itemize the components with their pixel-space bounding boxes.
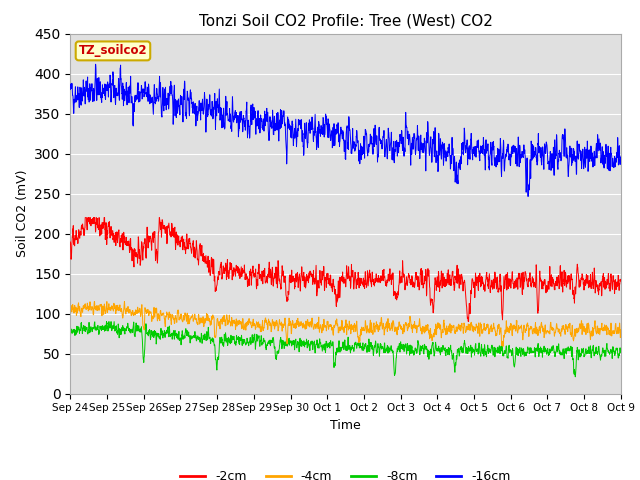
Text: TZ_soilco2: TZ_soilco2 — [79, 44, 147, 58]
Y-axis label: Soil CO2 (mV): Soil CO2 (mV) — [16, 170, 29, 257]
Legend: -2cm, -4cm, -8cm, -16cm: -2cm, -4cm, -8cm, -16cm — [175, 465, 516, 480]
Title: Tonzi Soil CO2 Profile: Tree (West) CO2: Tonzi Soil CO2 Profile: Tree (West) CO2 — [198, 13, 493, 28]
X-axis label: Time: Time — [330, 419, 361, 432]
